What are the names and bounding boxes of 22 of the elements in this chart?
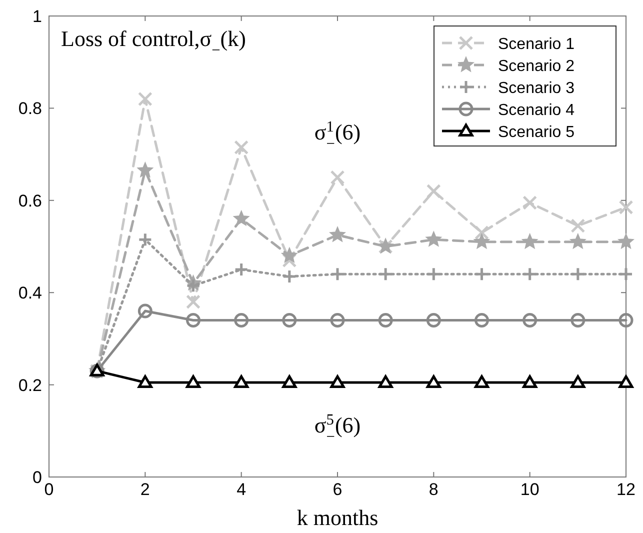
x-tick-label: 0 — [44, 480, 54, 499]
x-tick-label: 10 — [520, 480, 540, 499]
y-tick-label: 1 — [32, 7, 42, 26]
y-tick-label: 0.2 — [18, 376, 42, 395]
legend-label: Scenario 3 — [498, 80, 575, 97]
text: Loss of control,σ$_{−}$(k) — [61, 26, 246, 58]
y-tick-label: 0.4 — [18, 284, 42, 303]
x-tick-label: 6 — [332, 480, 342, 499]
legend-label: Scenario 1 — [498, 36, 575, 53]
legend-label: Scenario 5 — [498, 124, 575, 141]
annotation: σ$^{1}$$_{−}$(6) — [314, 118, 361, 152]
annotation: σ$^{5}$$_{−}$(6) — [314, 410, 361, 445]
x-tick-label: 8 — [428, 480, 438, 499]
legend-label: Scenario 4 — [498, 102, 575, 119]
x-axis-title: k months — [296, 505, 378, 530]
x-tick-label: 2 — [140, 480, 150, 499]
y-tick-label: 0.6 — [18, 191, 42, 210]
y-tick-label: 0.8 — [18, 99, 42, 118]
x-tick-label: 12 — [616, 480, 636, 499]
legend-label: Scenario 2 — [498, 58, 575, 75]
x-tick-label: 4 — [236, 480, 246, 499]
y-tick-label: 0 — [32, 468, 42, 487]
